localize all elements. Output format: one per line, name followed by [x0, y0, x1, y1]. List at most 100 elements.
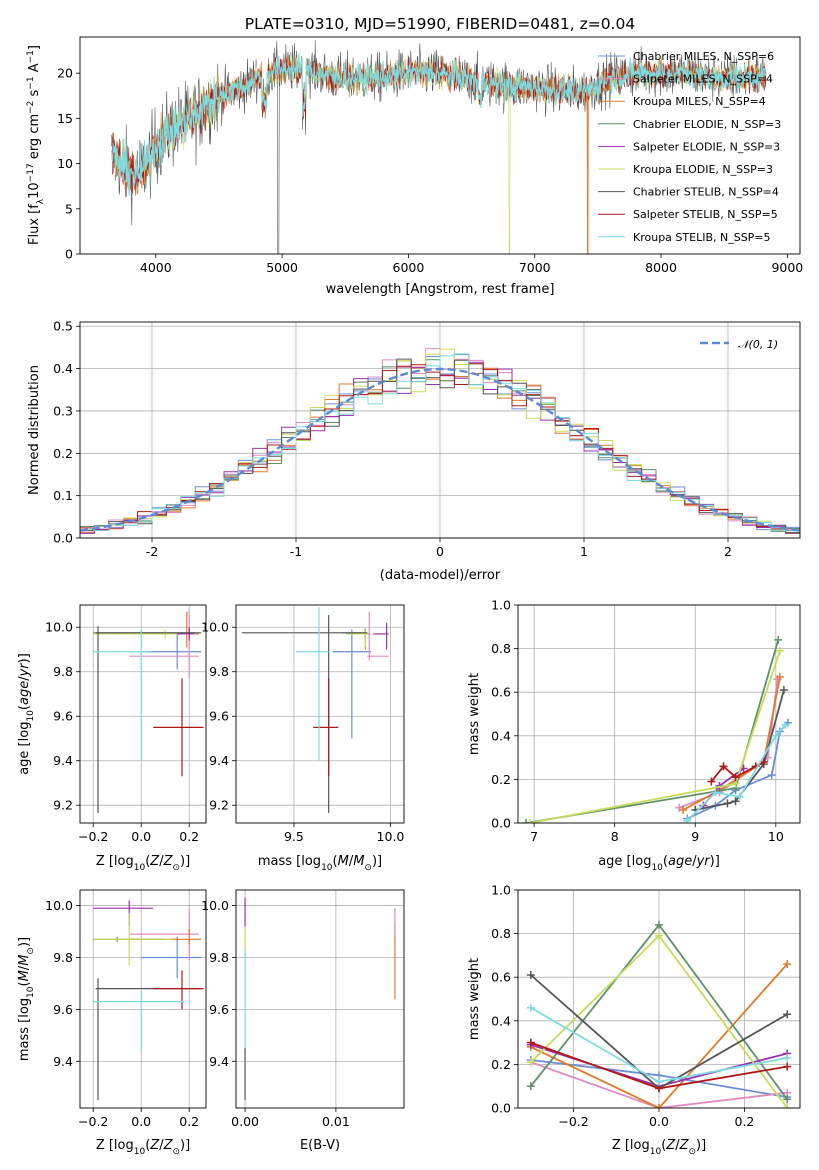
- grid-lines: [236, 605, 404, 823]
- x-tick-label: 7000: [519, 260, 551, 275]
- y-tick-label: 0.0: [491, 816, 511, 831]
- label-part: Z: [163, 1138, 174, 1153]
- y-tick-label: 0.2: [53, 446, 73, 461]
- weight-marker-ChabrierMILES: [767, 771, 776, 780]
- y-tick-label: 0.4: [491, 728, 511, 743]
- weight-marker-KroupaMILES: [655, 1104, 663, 1108]
- y-tick-label: 9.4: [53, 753, 73, 768]
- y-tick-label: 20: [57, 66, 73, 81]
- label-part: )]: [710, 854, 720, 869]
- legend-label: Kroupa MILES, N_SSP=4: [633, 95, 766, 108]
- weight-marker-SalpeterSTELIB: [783, 1062, 792, 1071]
- y-tick-label: 10: [57, 156, 73, 171]
- weight-marker-KroupaELODIE: [526, 1058, 535, 1067]
- weight-marker-ChabrierELODIE: [526, 1082, 535, 1091]
- weight-marker-KroupaSTELIB: [526, 1003, 535, 1012]
- grid-lines: [80, 890, 206, 1108]
- label-part: M: [338, 854, 349, 869]
- y-tick-label: 9.8: [53, 664, 73, 679]
- label-part: Z: [149, 1138, 160, 1153]
- label-part: )]: [180, 1138, 190, 1153]
- legend-label: Salpeter STELIB, N_SSP=5: [633, 208, 778, 221]
- y-tick-label: 0.6: [491, 685, 511, 700]
- label-part: Z: [665, 1138, 676, 1153]
- axes-spectrum: 4000 5000 6000 7000 8000 9000 0 5 10 15 20: [57, 36, 803, 275]
- label-part: M: [353, 854, 364, 869]
- weight-marker-ChabrierSTELIB: [723, 799, 732, 808]
- weight-marker-ChabrierSTELIB: [731, 797, 740, 806]
- weight-marker-ChabrierELODIE: [655, 920, 663, 929]
- y-axis-label: Normed distribution: [27, 365, 42, 495]
- label-part: 10: [26, 986, 36, 998]
- x-tick-label: 9: [691, 829, 699, 844]
- axes-frame: [79, 604, 207, 824]
- grid-lines: [236, 890, 404, 1108]
- x-tick-label: 0.2: [179, 1114, 199, 1129]
- weight-marker-KroupaELODIE: [775, 646, 784, 655]
- label-part: 10: [134, 1147, 146, 1157]
- y-tick-label: 0.4: [491, 1013, 511, 1028]
- x-tick-label: -2: [146, 544, 158, 559]
- y-tick-label: 10.0: [201, 898, 229, 913]
- label-part: −1: [26, 50, 36, 63]
- y-tick-label: 0.0: [53, 531, 73, 546]
- x-tick-label: 2: [724, 544, 732, 559]
- weight-marker-KroupaSTELIB: [783, 1053, 792, 1062]
- weight-line-KroupaMILES: [682, 676, 781, 811]
- weight-marker-KroupaMILES: [679, 805, 688, 814]
- label-part: ]: [27, 45, 42, 50]
- x-tick-label: 6000: [393, 260, 425, 275]
- x-tick-label: 0.0: [131, 829, 151, 844]
- y-tick-label: 9.2: [53, 798, 73, 813]
- y-axis-label: mass weight: [467, 673, 482, 755]
- label-part: −17: [26, 163, 36, 182]
- y-tick-label: 15: [57, 111, 73, 126]
- label-part: ⊙: [688, 1147, 696, 1157]
- label-part: /: [159, 854, 164, 869]
- plot-area: [244, 897, 396, 1101]
- weight-marker-KroupaELODIE: [526, 819, 535, 823]
- y-tick-label: 0.2: [491, 772, 511, 787]
- weight-marker-KroupaSTELIB: [781, 720, 790, 729]
- label-part: age [log: [17, 722, 32, 775]
- y-tick-label: 0.8: [491, 641, 511, 656]
- label-part: yr: [696, 854, 712, 869]
- label-part: (: [663, 854, 668, 869]
- label-part: /: [159, 1138, 164, 1153]
- label-part: ⊙: [26, 947, 36, 955]
- x-tick-label: 9000: [771, 260, 803, 275]
- label-part: /: [692, 854, 697, 869]
- y-tick-label: 1.0: [491, 598, 511, 613]
- x-tick-label: 0.0: [649, 1114, 669, 1129]
- x-tick-label: -1: [290, 544, 302, 559]
- label-part: −1: [26, 76, 36, 89]
- label-part: age [log: [598, 854, 651, 869]
- label-part: mass [log: [258, 854, 321, 869]
- legend: Chabrier MILES, N_SSP=6 Salpeter MILES, N…: [598, 50, 781, 244]
- y-tick-label: 0.3: [53, 403, 73, 418]
- x-tick-label: −0.2: [78, 829, 108, 844]
- y-tick-label: 0.0: [491, 1101, 511, 1116]
- y-tick-label: 9.4: [209, 753, 229, 768]
- label-part: mass [log: [17, 998, 32, 1061]
- axes-frame: [79, 36, 801, 255]
- y-axis-label: Flux [fλ10−17 erg cm−2 s−1 A−1]: [26, 45, 46, 245]
- label-part: −2: [26, 101, 36, 114]
- x-tick-label: 8000: [645, 260, 677, 275]
- plot-area: [526, 920, 792, 1108]
- label-part: A: [27, 63, 42, 76]
- label-part: )]: [17, 653, 32, 663]
- label-part: Z [log: [96, 854, 134, 869]
- y-tick-label: 9.6: [53, 1002, 73, 1017]
- label-part: Z: [679, 1138, 690, 1153]
- axes-mass-vs-EBV: 0.00 0.01 9.4 9.6 9.8 10.0: [201, 889, 405, 1129]
- axes-frame: [79, 321, 801, 539]
- plot-area: [111, 40, 767, 254]
- label-part: )]: [17, 937, 32, 947]
- y-axis-label: mass weight: [467, 958, 482, 1040]
- label-part: s: [27, 89, 42, 100]
- y-tick-label: 5: [65, 201, 73, 216]
- x-tick-label: 0: [436, 544, 444, 559]
- y-tick-label: 0.6: [491, 970, 511, 985]
